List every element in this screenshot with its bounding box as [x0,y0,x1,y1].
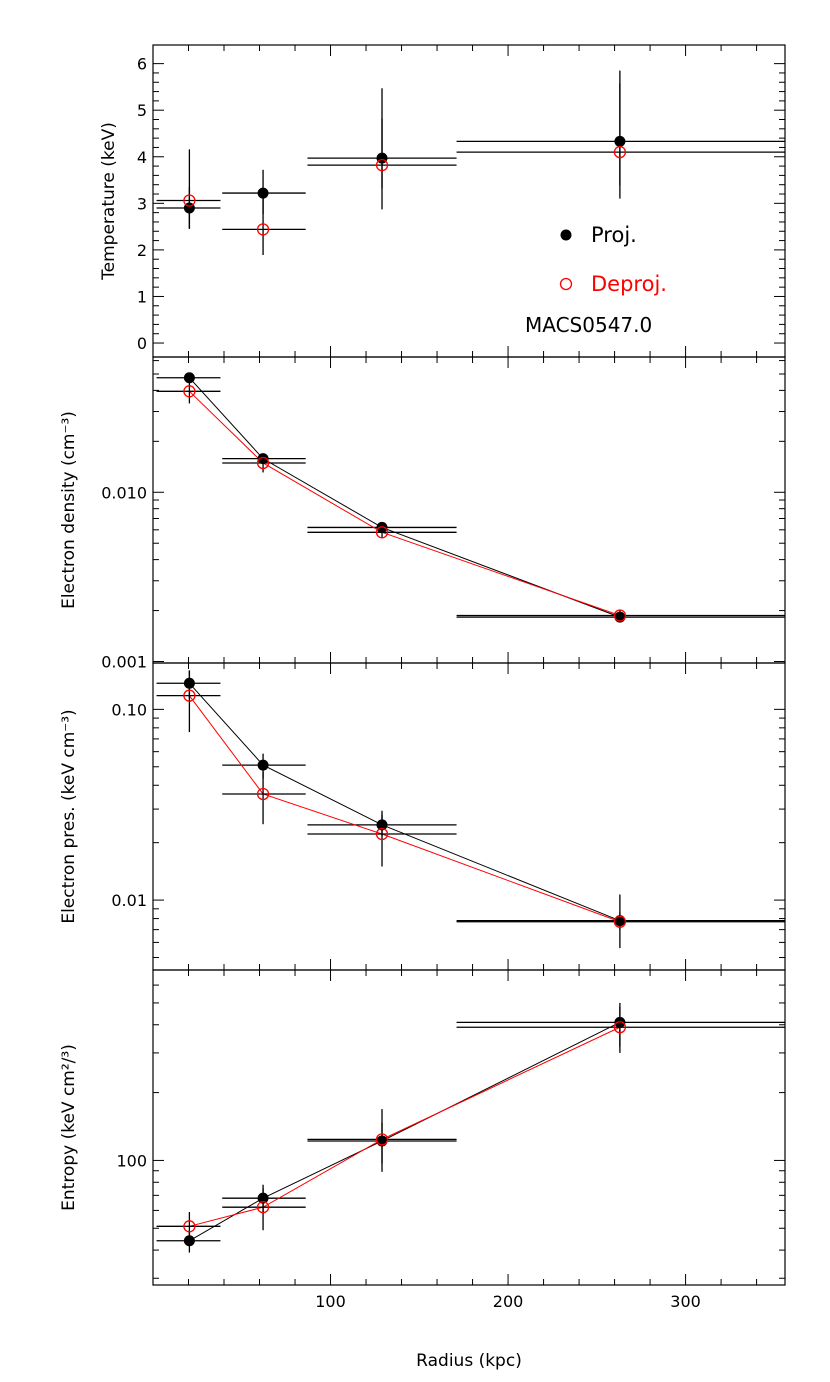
data-point-proj [257,759,269,771]
legend-label-deproj: Deproj. [591,272,667,296]
data-point-deproj [613,145,627,159]
x-tick-label: 300 [670,1292,701,1311]
cluster-name-annotation: MACS0547.0 [525,313,652,337]
y-tick-label: 0.10 [111,700,147,719]
series-deproj [156,380,785,622]
data-point-deproj [183,194,196,207]
x-tick-label: 100 [315,1292,346,1311]
data-point-deproj [183,385,196,398]
series-proj [156,1002,785,1253]
x-axis-label: Radius (kpc) [416,1351,522,1371]
y-tick-label: 100 [116,1151,147,1170]
data-point-proj [257,187,269,199]
panel-2: 0.001 0.010 Electron density (cm⁻³) [59,356,786,672]
series-proj [156,670,785,930]
series-deproj [156,670,785,949]
series-deproj [156,1006,785,1244]
data-point-deproj [375,158,389,172]
y-tick-label: 2 [137,241,147,260]
data-point-proj [183,677,195,689]
data-point-proj [614,135,626,147]
y-tick-label: 0.010 [101,483,147,502]
series-deproj [156,70,785,256]
data-point-proj [614,915,626,927]
data-point-deproj [256,1201,270,1214]
data-point-deproj [256,456,270,470]
y-tick-label: 5 [137,101,147,120]
series-line [189,377,621,618]
data-point-proj [183,372,195,384]
legend-label-proj: Proj. [591,223,637,247]
series-line [189,682,621,922]
series-line [188,695,621,923]
data-point-proj [183,1235,195,1247]
data-point-deproj [183,1220,196,1233]
y-axis-label: Electron density (cm⁻³) [59,411,79,609]
data-point-proj [376,819,388,831]
y-tick-label: 3 [137,194,147,213]
x-tick-label: 200 [493,1292,524,1311]
y-tick-label: 4 [137,148,147,167]
panel-frame [152,969,786,1286]
panel-frame [152,662,786,971]
y-tick-label: 6 [137,55,147,74]
y-tick-label: 0 [137,334,147,353]
panel-1: 0 1 2 3 4 5 6 Temperature (keV) Proj. Deproj. MACS… [99,44,786,358]
series-line [189,390,621,616]
y-axis-label: Temperature (keV) [99,122,119,281]
data-point-deproj [256,223,270,236]
data-point-deproj [613,915,627,928]
panel-frame [152,44,786,358]
y-axis-label: Entropy (keV cm²/³) [59,1044,79,1211]
series-line [189,1021,621,1242]
data-point-deproj [256,787,270,801]
data-point-deproj [375,526,389,539]
data-point-proj [257,453,269,465]
panels-layer: 0 1 2 3 4 5 6 Temperature (keV) Proj. Deproj. MACS… [59,44,786,1311]
y-tick-label: 0.01 [111,891,147,910]
panel-4: 100 100 200 300 Entropy (keV cm²/³) [59,969,786,1311]
data-point-deproj [375,827,389,841]
y-axis-label: Electron pres. (keV cm⁻³) [59,709,79,923]
legend-marker-proj [560,229,572,241]
y-tick-label: 0.001 [101,653,147,672]
data-point-deproj [613,609,627,622]
y-tick-label: 1 [137,287,147,306]
data-point-deproj [613,1021,627,1034]
data-point-deproj [183,689,196,702]
data-point-deproj [375,1133,389,1146]
series-proj [156,83,785,229]
series-proj [156,374,785,622]
legend-marker-deproj [559,277,573,291]
panel-3: 0.01 0.10 Electron pres. (keV cm⁻³) [59,662,786,971]
series-line [189,1026,621,1227]
data-point-proj [257,1192,269,1204]
